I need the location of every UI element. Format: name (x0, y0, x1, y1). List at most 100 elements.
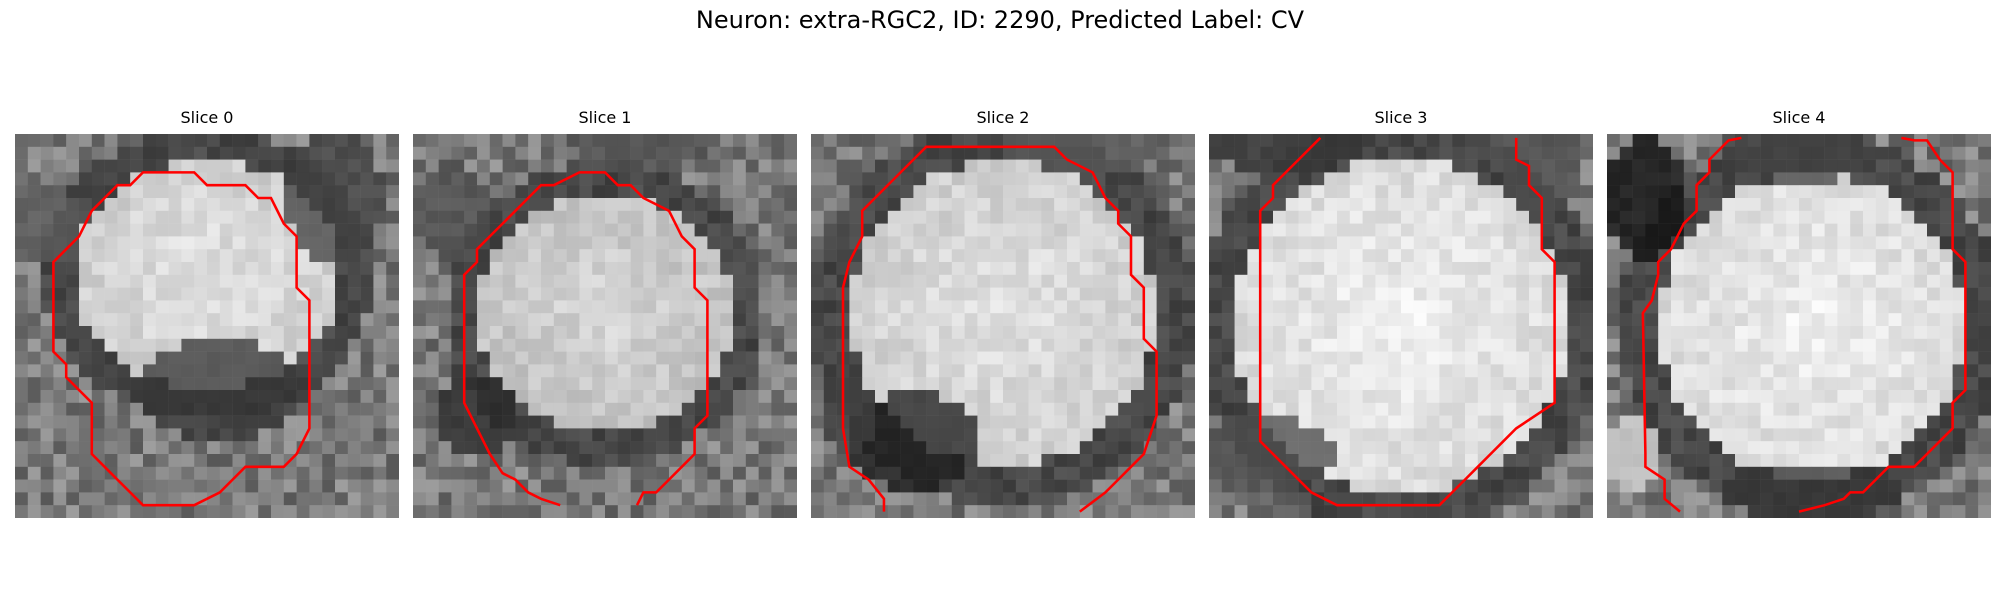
pixel (554, 198, 567, 211)
pixel (1324, 172, 1337, 185)
pixel (605, 275, 618, 288)
pixel (1735, 236, 1748, 249)
pixel (605, 160, 618, 173)
pixel (1182, 185, 1195, 198)
pixel (1709, 160, 1722, 173)
pixel (1633, 198, 1646, 211)
pixel (1516, 377, 1529, 390)
pixel (862, 147, 875, 160)
pixel (1093, 441, 1106, 454)
pixel (1131, 364, 1144, 377)
pixel (79, 134, 92, 147)
pixel (1054, 505, 1067, 518)
pixel (605, 326, 618, 339)
pixel (784, 236, 797, 249)
pixel (1735, 352, 1748, 365)
pixel (1157, 441, 1170, 454)
pixel (1901, 262, 1914, 275)
pixel (1748, 326, 1761, 339)
pixel (1401, 454, 1414, 467)
pixel (1850, 364, 1863, 377)
pixel (1876, 147, 1889, 160)
pixel (1157, 147, 1170, 160)
pixel (1773, 185, 1786, 198)
pixel (939, 416, 952, 429)
pixel (1542, 275, 1555, 288)
pixel (1029, 211, 1042, 224)
pixel (1465, 441, 1478, 454)
pixel (1131, 352, 1144, 365)
pixel (759, 147, 772, 160)
pixel (1503, 416, 1516, 429)
pixel (233, 236, 246, 249)
pixel (618, 339, 631, 352)
pixel (567, 326, 580, 339)
pixel (1542, 160, 1555, 173)
pixel (1773, 249, 1786, 262)
pixel (541, 428, 554, 441)
pixel (477, 377, 490, 390)
pixel (1684, 403, 1697, 416)
pixel (695, 147, 708, 160)
pixel (361, 211, 374, 224)
pixel (1414, 428, 1427, 441)
pixel (1324, 288, 1337, 301)
pixel (117, 352, 130, 365)
pixel (1003, 313, 1016, 326)
pixel (1799, 492, 1812, 505)
pixel (271, 428, 284, 441)
pixel (1182, 275, 1195, 288)
pixel (258, 505, 271, 518)
pixel (1503, 249, 1516, 262)
pixel (990, 160, 1003, 173)
pixel (1684, 467, 1697, 480)
pixel (130, 134, 143, 147)
pixel (15, 403, 28, 416)
pixel (105, 403, 118, 416)
pixel (579, 416, 592, 429)
pixel (1260, 364, 1273, 377)
pixel (1735, 300, 1748, 313)
pixel (1465, 326, 1478, 339)
pixel (631, 377, 644, 390)
pixel (490, 403, 503, 416)
pixel (1337, 185, 1350, 198)
pixel (373, 454, 386, 467)
pixel (309, 262, 322, 275)
pixel (1041, 428, 1054, 441)
pixel (1940, 390, 1953, 403)
pixel (156, 467, 169, 480)
pixel (1748, 147, 1761, 160)
pixel (477, 160, 490, 173)
pixel (1222, 249, 1235, 262)
pixel (1260, 326, 1273, 339)
pixel (1401, 313, 1414, 326)
pixel (28, 377, 41, 390)
pixel (413, 185, 426, 198)
pixel (720, 288, 733, 301)
pixel (1222, 352, 1235, 365)
pixel (771, 236, 784, 249)
pixel (233, 172, 246, 185)
pixel (1748, 288, 1761, 301)
pixel (503, 172, 516, 185)
pixel (41, 236, 54, 249)
pixel (490, 505, 503, 518)
pixel (1863, 224, 1876, 237)
pixel (1311, 160, 1324, 173)
pixel (669, 403, 682, 416)
pixel (1697, 492, 1710, 505)
pixel (1491, 300, 1504, 313)
pixel (1029, 147, 1042, 160)
pixel (682, 300, 695, 313)
pixel (592, 403, 605, 416)
pixel (1825, 198, 1838, 211)
pixel (1876, 288, 1889, 301)
pixel (1337, 275, 1350, 288)
pixel (1748, 454, 1761, 467)
pixel (1965, 403, 1978, 416)
pixel (335, 364, 348, 377)
pixel (837, 172, 850, 185)
pixel (1491, 505, 1504, 518)
pixel (233, 428, 246, 441)
